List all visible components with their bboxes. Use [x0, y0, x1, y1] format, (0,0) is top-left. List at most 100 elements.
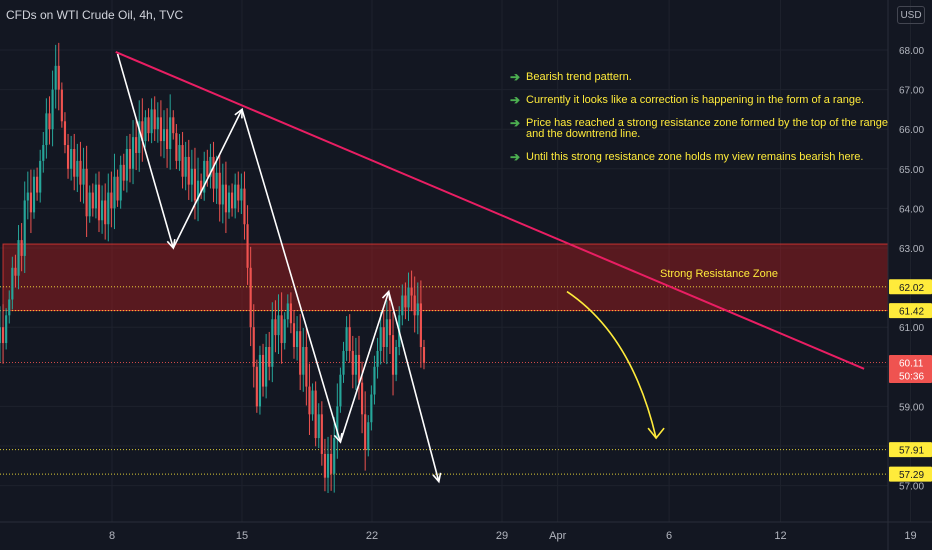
note-item: ➔ Currently it looks like a correction is… [510, 93, 890, 107]
candle-body [91, 192, 94, 209]
candle-body [342, 350, 345, 375]
candle-body [73, 149, 76, 177]
note-text: Until this strong resistance zone holds … [526, 151, 864, 163]
candle-body [395, 347, 398, 375]
candle-body [206, 160, 209, 177]
candle-body [320, 414, 323, 454]
candle-body [268, 347, 271, 367]
candle-body [159, 117, 162, 142]
price-level-label: 61.42 [899, 307, 924, 318]
price-level-label: 57.29 [899, 470, 924, 481]
candle-body [339, 374, 342, 407]
time-tick-label: 12 [774, 530, 786, 542]
candle-body [14, 267, 17, 276]
candle-body [193, 168, 197, 201]
candle-body [20, 240, 23, 256]
candle-body [345, 327, 348, 351]
wave-segment [116, 53, 175, 249]
annotation-notes: ➔ Bearish trend pattern. ➔ Currently it lo… [510, 71, 890, 175]
candle-body [150, 109, 153, 134]
wave-segment [387, 291, 440, 482]
note-text: Bearish trend pattern. [526, 71, 632, 83]
candle-body [295, 331, 299, 347]
candle-body [221, 184, 224, 205]
candle-body [292, 323, 296, 347]
candle-body [39, 160, 42, 193]
resistance-zone-layer [0, 243, 889, 475]
candle-body [364, 414, 367, 450]
price-tick-label: 67.00 [899, 86, 924, 97]
candle-body [141, 121, 144, 142]
candles-layer [0, 42, 426, 494]
candle-body [138, 121, 141, 153]
candle-body [237, 184, 240, 201]
price-tick-label: 64.00 [899, 204, 924, 215]
candle-body [413, 295, 416, 316]
candle-body [57, 65, 60, 90]
candle-body [385, 319, 388, 347]
price-tick-label: 66.00 [899, 125, 924, 136]
candle-body [404, 295, 407, 308]
candle-body [144, 117, 147, 142]
candle-body [261, 354, 265, 387]
price-level-badge [889, 442, 932, 458]
green-arrow-icon: ➔ [510, 93, 521, 107]
green-arrow-icon: ➔ [510, 150, 521, 164]
candle-body [162, 129, 166, 142]
wave-segment [241, 109, 342, 443]
candle-body [249, 267, 252, 328]
candle-body [131, 137, 135, 169]
candle-body [36, 176, 39, 193]
candle-body [63, 121, 67, 146]
candle-body [17, 240, 20, 276]
candle-body [354, 354, 357, 375]
candle-body [101, 200, 104, 221]
time-tick-label: 19 [904, 530, 916, 542]
countdown-label: 50:36 [899, 371, 924, 382]
price-level-badge [889, 466, 932, 482]
candle-body [333, 438, 336, 474]
candle-body [274, 319, 277, 336]
price-tick-label: 61.00 [899, 323, 924, 334]
candle-body [271, 319, 274, 367]
note-item: ➔ Price has reached a strong resistance z… [510, 117, 890, 140]
candle-body [45, 113, 48, 146]
candle-body [178, 145, 181, 161]
candle-body [314, 390, 317, 439]
candle-body [373, 366, 376, 395]
resistance-zone-label: Strong Resistance Zone [660, 268, 779, 280]
candle-body [54, 65, 57, 90]
candle-body [184, 156, 187, 177]
currency-selector[interactable]: USD [897, 6, 925, 24]
candle-body [351, 350, 354, 375]
candle-body [110, 192, 113, 209]
candle-body [5, 315, 8, 344]
candle-body [32, 176, 36, 213]
candle-body [407, 287, 410, 308]
candle-body [190, 168, 193, 185]
candle-body [376, 350, 379, 367]
candle-body [94, 184, 97, 209]
price-level-badge [889, 354, 932, 383]
candle-body [60, 89, 63, 122]
candle-body [42, 145, 45, 161]
price-level-label: 57.91 [899, 446, 924, 457]
forecast-arrow [566, 290, 657, 439]
candle-body [308, 386, 311, 415]
candle-body [302, 347, 305, 375]
price-level-label: 60.11 [899, 358, 924, 369]
candle-body [29, 192, 32, 213]
candle-body [246, 224, 249, 268]
candle-body [243, 188, 246, 225]
time-tick-label: 15 [236, 530, 248, 542]
candle-body [218, 172, 221, 205]
candle-body [277, 315, 280, 336]
candle-body [419, 303, 422, 347]
candle-body [280, 315, 283, 344]
candle-body [283, 319, 286, 344]
candle-body [401, 295, 404, 316]
candle-body [357, 354, 361, 383]
chart-title: CFDs on WTI Crude Oil, 4h, TVC [6, 8, 184, 22]
